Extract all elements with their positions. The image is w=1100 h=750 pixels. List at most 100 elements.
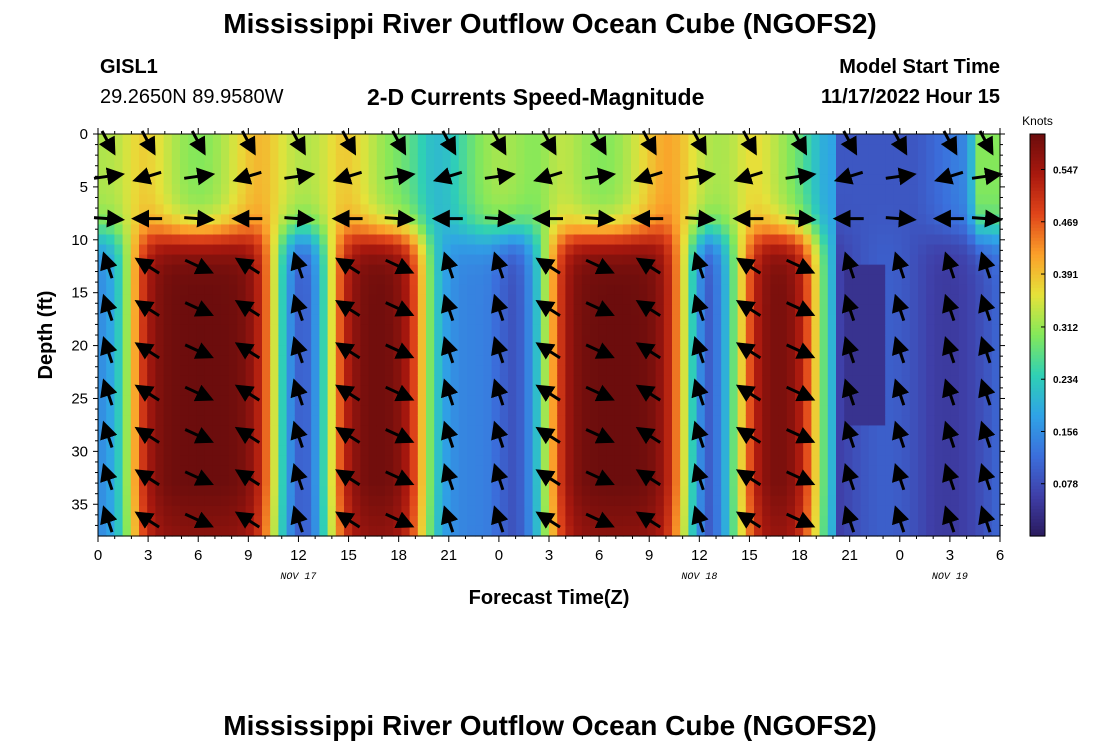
heatmap-cell bbox=[737, 375, 747, 386]
heatmap-cell bbox=[590, 244, 599, 256]
heatmap-cell bbox=[680, 294, 689, 306]
heatmap-cell bbox=[557, 335, 566, 346]
current-vector-arrow bbox=[441, 420, 459, 448]
heatmap-cell bbox=[434, 505, 443, 517]
heatmap-cell bbox=[959, 525, 968, 537]
heatmap-cell bbox=[581, 274, 591, 286]
heatmap-cell bbox=[253, 515, 263, 527]
heatmap-cell bbox=[458, 304, 468, 316]
heatmap-cell bbox=[901, 455, 911, 467]
heatmap-cell bbox=[581, 144, 591, 155]
heatmap-cell bbox=[795, 375, 804, 386]
heatmap-cell bbox=[385, 264, 394, 276]
heatmap-cell bbox=[770, 455, 780, 467]
heatmap-cell bbox=[426, 274, 435, 286]
heatmap-cell bbox=[385, 314, 394, 326]
heatmap-cell bbox=[385, 395, 394, 406]
heatmap-cell bbox=[467, 174, 476, 185]
heatmap-cell bbox=[836, 144, 845, 155]
heatmap-cell bbox=[885, 324, 894, 336]
heatmap-cell bbox=[729, 264, 739, 276]
heatmap-cell bbox=[401, 134, 411, 145]
heatmap-cell bbox=[467, 164, 476, 175]
heatmap-cell bbox=[352, 525, 361, 537]
heatmap-cell bbox=[844, 244, 853, 256]
heatmap-cell bbox=[98, 304, 107, 316]
heatmap-cell bbox=[581, 224, 591, 236]
current-vector-arrow bbox=[535, 257, 561, 275]
heatmap-cell bbox=[155, 445, 165, 457]
heatmap-cell bbox=[270, 134, 279, 145]
heatmap-cell bbox=[188, 244, 197, 256]
heatmap-cell bbox=[253, 485, 263, 497]
heatmap-cell bbox=[836, 234, 845, 246]
heatmap-cell bbox=[647, 234, 657, 246]
heatmap-cell bbox=[368, 355, 378, 366]
heatmap-cell bbox=[983, 274, 993, 286]
heatmap-cell bbox=[171, 395, 181, 406]
heatmap-cell bbox=[614, 455, 624, 467]
heatmap-cell bbox=[417, 304, 427, 316]
heatmap-cell bbox=[163, 254, 173, 266]
heatmap-cell bbox=[122, 144, 132, 155]
colorbar-segment bbox=[1030, 227, 1045, 232]
heatmap-cell bbox=[98, 184, 107, 195]
heatmap-cell bbox=[270, 405, 279, 416]
heatmap-cell bbox=[631, 405, 640, 416]
heatmap-cell bbox=[516, 274, 525, 286]
heatmap-cell bbox=[991, 324, 1001, 336]
heatmap-cell bbox=[499, 455, 509, 467]
current-vector-arrow bbox=[98, 130, 116, 156]
date-label: NOV 19 bbox=[932, 572, 968, 583]
heatmap-cell bbox=[770, 335, 780, 346]
heatmap-cell bbox=[549, 324, 558, 336]
heatmap-cell bbox=[860, 355, 870, 366]
heatmap-cell bbox=[376, 515, 386, 527]
heatmap-cell bbox=[163, 475, 173, 487]
heatmap-cell bbox=[311, 234, 320, 246]
heatmap-cell bbox=[327, 144, 337, 155]
heatmap-cell bbox=[631, 395, 640, 406]
heatmap-cell bbox=[606, 224, 616, 236]
heatmap-cell bbox=[565, 375, 575, 386]
heatmap-cell bbox=[475, 194, 484, 205]
heatmap-cell bbox=[426, 214, 435, 226]
heatmap-cell bbox=[991, 385, 1001, 396]
heatmap-cell bbox=[491, 194, 501, 205]
heatmap-cell bbox=[655, 324, 665, 336]
heatmap-cell bbox=[270, 274, 279, 286]
heatmap-cell bbox=[147, 234, 156, 246]
heatmap-cell bbox=[795, 184, 804, 195]
heatmap-cell bbox=[819, 385, 829, 396]
current-vector-arrow bbox=[691, 293, 709, 322]
heatmap-cell bbox=[713, 345, 722, 356]
heatmap-cell bbox=[672, 375, 681, 386]
heatmap-cell bbox=[245, 485, 255, 497]
heatmap-cell bbox=[237, 324, 247, 336]
colorbar-segment bbox=[1030, 324, 1045, 329]
heatmap-cell bbox=[688, 264, 698, 276]
heatmap-cell bbox=[704, 475, 714, 487]
heatmap-cell bbox=[737, 485, 747, 497]
heatmap-cell bbox=[376, 264, 386, 276]
heatmap-cell bbox=[483, 395, 493, 406]
heatmap-cell bbox=[426, 345, 435, 356]
heatmap-cell bbox=[409, 254, 419, 266]
current-vector-arrow bbox=[892, 378, 910, 406]
heatmap-cell bbox=[262, 294, 271, 306]
heatmap-cell bbox=[245, 294, 255, 306]
heatmap-cell bbox=[475, 345, 484, 356]
heatmap-cell bbox=[606, 465, 616, 477]
heatmap-cell bbox=[942, 395, 952, 406]
heatmap-cell bbox=[557, 244, 566, 256]
heatmap-cell bbox=[114, 254, 124, 266]
heatmap-cell bbox=[590, 164, 599, 175]
heatmap-cell bbox=[253, 375, 263, 386]
heatmap-cell bbox=[754, 204, 763, 215]
heatmap-cell bbox=[294, 194, 304, 205]
heatmap-cell bbox=[729, 144, 739, 155]
heatmap-cell bbox=[467, 485, 476, 497]
heatmap-cell bbox=[237, 234, 247, 246]
heatmap-cell bbox=[196, 184, 206, 195]
heatmap-cell bbox=[376, 204, 386, 215]
